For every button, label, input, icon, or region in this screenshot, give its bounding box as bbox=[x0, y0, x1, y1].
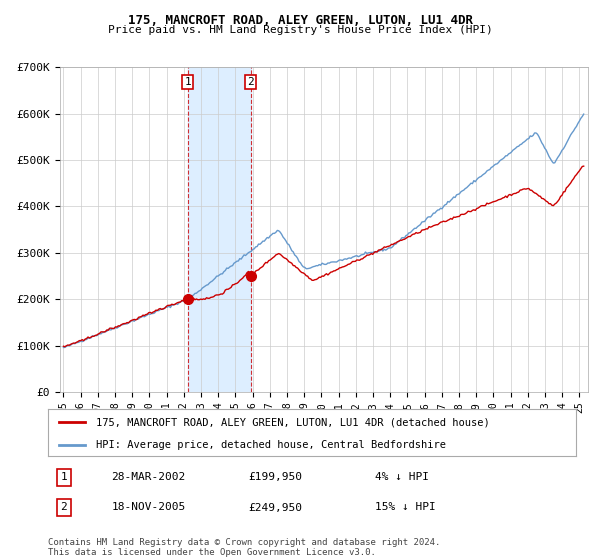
Text: HPI: Average price, detached house, Central Bedfordshire: HPI: Average price, detached house, Cent… bbox=[95, 440, 446, 450]
Text: Contains HM Land Registry data © Crown copyright and database right 2024.
This d: Contains HM Land Registry data © Crown c… bbox=[48, 538, 440, 557]
Text: 15% ↓ HPI: 15% ↓ HPI bbox=[376, 502, 436, 512]
Text: 2: 2 bbox=[61, 502, 67, 512]
Text: Price paid vs. HM Land Registry's House Price Index (HPI): Price paid vs. HM Land Registry's House … bbox=[107, 25, 493, 35]
Bar bbox=[188, 67, 251, 392]
Text: 2: 2 bbox=[247, 77, 254, 87]
Text: 18-NOV-2005: 18-NOV-2005 bbox=[112, 502, 185, 512]
Text: 175, MANCROFT ROAD, ALEY GREEN, LUTON, LU1 4DR (detached house): 175, MANCROFT ROAD, ALEY GREEN, LUTON, L… bbox=[95, 417, 489, 427]
Text: £199,950: £199,950 bbox=[248, 472, 302, 482]
Text: 1: 1 bbox=[184, 77, 191, 87]
Text: 1: 1 bbox=[61, 472, 67, 482]
Text: 175, MANCROFT ROAD, ALEY GREEN, LUTON, LU1 4DR: 175, MANCROFT ROAD, ALEY GREEN, LUTON, L… bbox=[128, 14, 473, 27]
Text: £249,950: £249,950 bbox=[248, 502, 302, 512]
Text: 28-MAR-2002: 28-MAR-2002 bbox=[112, 472, 185, 482]
Text: 4% ↓ HPI: 4% ↓ HPI bbox=[376, 472, 430, 482]
